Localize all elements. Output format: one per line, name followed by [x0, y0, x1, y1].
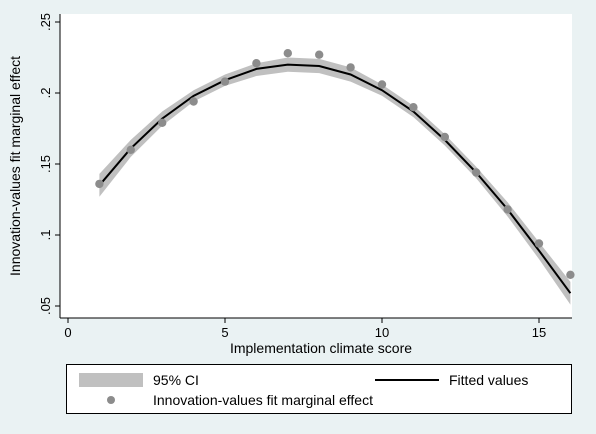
y-tick-label: .25 [38, 13, 53, 31]
data-point [252, 59, 261, 68]
data-point [189, 97, 198, 106]
data-point [95, 179, 104, 189]
data-point [534, 239, 544, 248]
y-tick-label: .05 [38, 297, 53, 315]
x-axis-title: Implementation climate score [230, 340, 412, 356]
legend-label-fitted: Fitted values [449, 372, 529, 388]
data-point [126, 145, 135, 154]
legend-swatch-fitted [375, 379, 439, 381]
data-point [440, 132, 449, 142]
legend-label-ci: 95% CI [153, 372, 199, 388]
y-tick-label: .15 [38, 155, 53, 173]
y-axis-title: Innovation-values fit marginal effect [7, 56, 23, 276]
x-tick-label: 10 [375, 325, 389, 340]
legend: 95% CI Fitted values Innovation-values f… [66, 364, 572, 414]
fitted-line [98, 63, 572, 294]
legend-label-points: Innovation-values fit marginal effect [153, 392, 373, 408]
data-point [409, 103, 418, 112]
legend-swatch-points [79, 393, 143, 407]
legend-swatch-ci [79, 373, 143, 387]
data-point [472, 168, 481, 177]
data-point [566, 270, 575, 279]
x-tick-label: 5 [221, 325, 228, 340]
data-point [377, 80, 387, 89]
y-tick-label: .1 [38, 230, 53, 241]
legend-item-fitted: Fitted values [375, 372, 528, 388]
x-tick-label: 15 [532, 325, 546, 340]
data-point [346, 63, 355, 72]
y-tick-label: .2 [38, 88, 53, 99]
legend-item-points: Innovation-values fit marginal effect [79, 392, 373, 408]
legend-item-ci: 95% CI [79, 372, 199, 388]
x-tick-label: 0 [64, 325, 71, 340]
data-point [503, 205, 512, 214]
data-point [283, 49, 292, 58]
data-point [220, 77, 230, 86]
data-point [158, 118, 167, 128]
data-point [315, 50, 324, 59]
